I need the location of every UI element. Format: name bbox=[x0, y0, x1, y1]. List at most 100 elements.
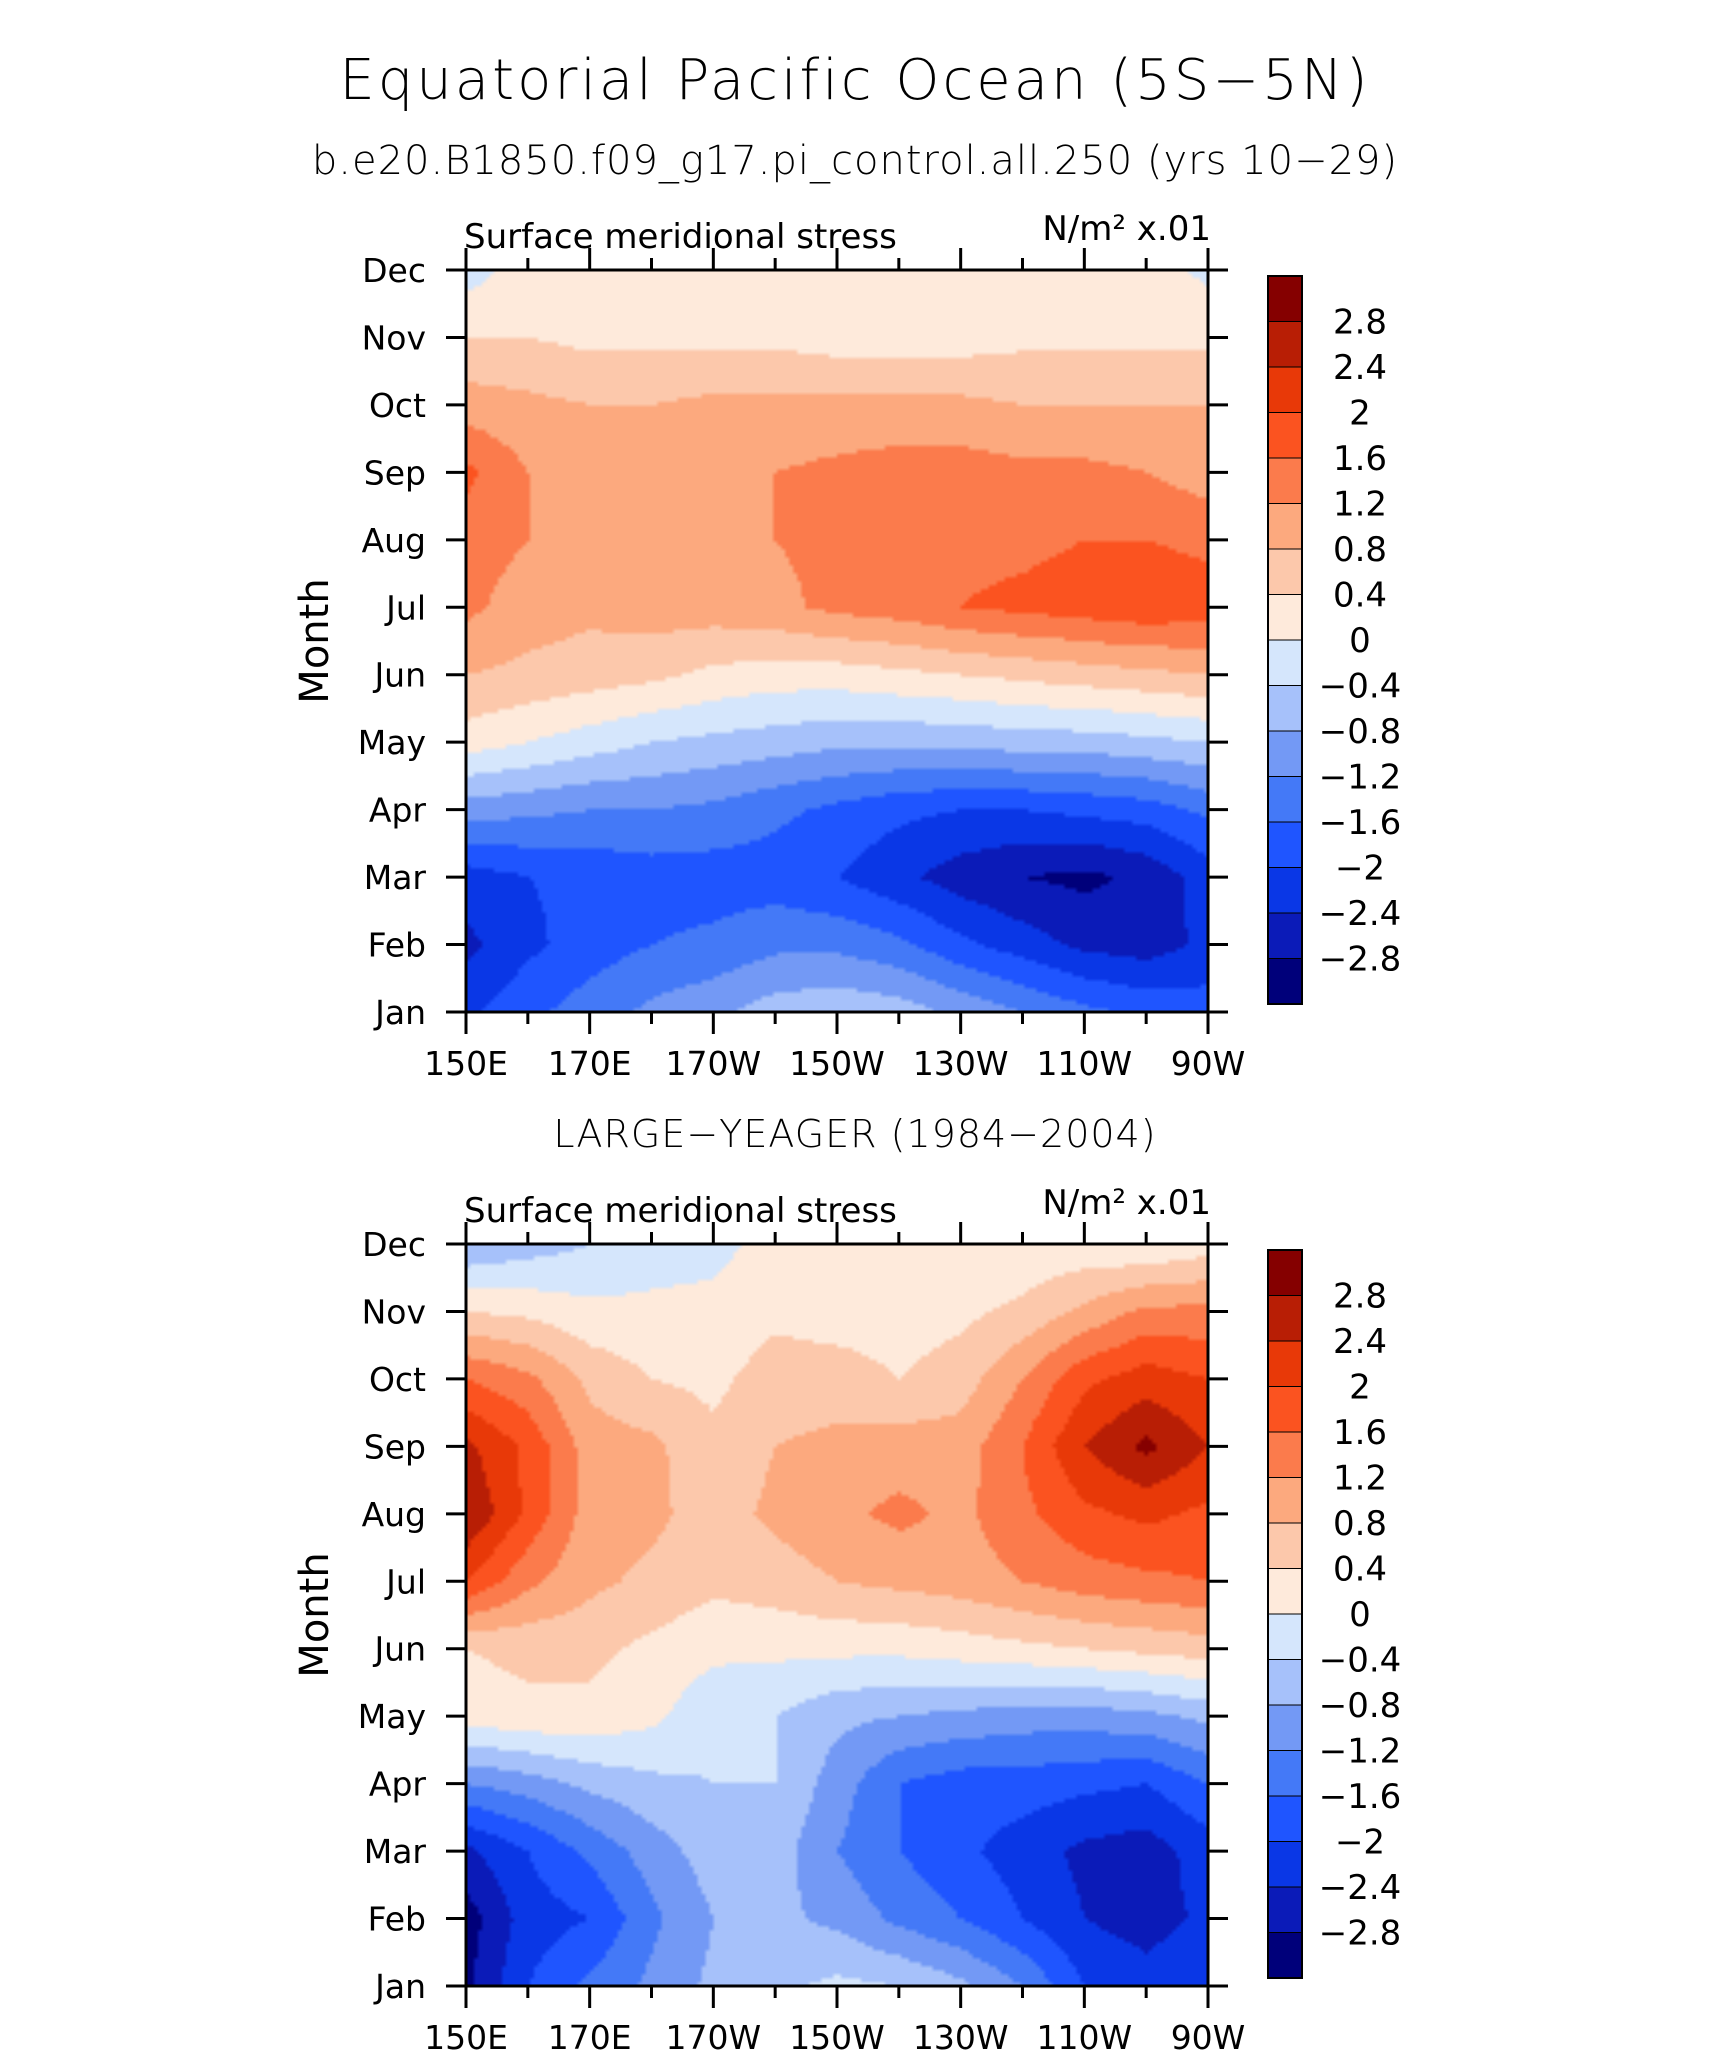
colorbar-label: 0.4 bbox=[1333, 576, 1387, 616]
colorbar-label: 1.2 bbox=[1333, 1459, 1387, 1499]
colorbar-label: −2 bbox=[1335, 1823, 1385, 1863]
colorbar-label: 0 bbox=[1349, 621, 1371, 661]
colorbar-swatch bbox=[1267, 1704, 1303, 1751]
colorbar-swatch bbox=[1267, 548, 1303, 595]
colorbar-label: −0.4 bbox=[1319, 1641, 1402, 1681]
y-tick-label: Feb bbox=[368, 1900, 426, 1939]
colorbar-label: 0.8 bbox=[1333, 1504, 1387, 1544]
colorbar-swatch bbox=[1267, 1295, 1303, 1342]
colorbar-swatch bbox=[1267, 867, 1303, 914]
colorbar-swatch bbox=[1267, 685, 1303, 732]
y-tick-label: Sep bbox=[364, 453, 426, 492]
colorbar-label: −1.6 bbox=[1319, 803, 1402, 843]
colorbar-label: 2.8 bbox=[1333, 1277, 1387, 1317]
colorbar-label: −2.8 bbox=[1319, 1914, 1402, 1954]
y-tick-label: May bbox=[358, 1697, 426, 1736]
colorbar-swatch bbox=[1267, 1659, 1303, 1706]
x-tick-label: 170W bbox=[666, 1044, 762, 1083]
colorbar-swatch bbox=[1267, 776, 1303, 823]
y-tick-label: Mar bbox=[364, 1832, 427, 1871]
colorbar-swatch bbox=[1267, 1477, 1303, 1524]
colorbar-swatch bbox=[1267, 1386, 1303, 1433]
colorbar-label: 2.4 bbox=[1333, 348, 1387, 388]
x-tick-label: 170E bbox=[548, 2018, 632, 2057]
colorbar-swatch bbox=[1267, 1613, 1303, 1660]
colorbar-label: 0 bbox=[1349, 1595, 1371, 1635]
subtitle: b.e20.B1850.f09_g17.pi_control.all.250 (… bbox=[311, 138, 1399, 184]
y-tick-label: Nov bbox=[362, 1292, 426, 1331]
x-tick-label: 90W bbox=[1171, 2018, 1246, 2057]
colorbar-swatch bbox=[1267, 1841, 1303, 1888]
units-label: N/m² x.01 bbox=[1042, 209, 1211, 249]
units-label: N/m² x.01 bbox=[1042, 1183, 1211, 1223]
x-tick-label: 150E bbox=[424, 1044, 508, 1083]
x-tick-label: 110W bbox=[1037, 1044, 1133, 1083]
colorbar-swatch bbox=[1267, 1750, 1303, 1797]
colorbar-label: 2 bbox=[1349, 394, 1371, 434]
y-tick-label: Oct bbox=[369, 1360, 426, 1399]
contour-field bbox=[466, 270, 1208, 1012]
y-tick-label: Apr bbox=[369, 791, 427, 830]
colorbar-swatch bbox=[1267, 275, 1303, 322]
x-tick-label: 90W bbox=[1171, 1044, 1246, 1083]
colorbar-label: 1.6 bbox=[1333, 1413, 1387, 1453]
colorbar-swatch bbox=[1267, 594, 1303, 641]
y-tick-label: Oct bbox=[369, 386, 426, 425]
colorbar-swatch bbox=[1267, 1932, 1303, 1979]
y-tick-label: May bbox=[358, 723, 426, 762]
colorbar-frame bbox=[1267, 275, 1303, 1005]
colorbar-label: −1.6 bbox=[1319, 1777, 1402, 1817]
colorbar-swatch bbox=[1267, 1522, 1303, 1569]
x-tick-label: 170W bbox=[666, 2018, 762, 2057]
y-tick-label: Jan bbox=[373, 1967, 426, 2006]
colorbar-label: 0.8 bbox=[1333, 530, 1387, 570]
x-tick-label: 170E bbox=[548, 1044, 632, 1083]
colorbar-label: −2 bbox=[1335, 849, 1385, 889]
contour-field bbox=[466, 1244, 1208, 1986]
contour-panel-1: Jan Feb Mar Apr May Jun Jul Aug Sep Oct Nov Dec 150E… bbox=[292, 209, 1401, 1083]
colorbar-label: 1.2 bbox=[1333, 485, 1387, 525]
colorbar-label: −2.8 bbox=[1319, 940, 1402, 980]
colorbar-label: −0.8 bbox=[1319, 1686, 1402, 1726]
colorbar-label: −0.4 bbox=[1319, 667, 1402, 707]
colorbar-label: 1.6 bbox=[1333, 439, 1387, 479]
y-tick-label: Dec bbox=[362, 1225, 426, 1264]
colorbar-swatch bbox=[1267, 412, 1303, 459]
colorbar-label: −0.8 bbox=[1319, 712, 1402, 752]
panel-2-title: LARGE−YEAGER (1984−2004) bbox=[553, 1112, 1157, 1156]
colorbar-label: −2.4 bbox=[1319, 1868, 1402, 1908]
colorbar-swatch bbox=[1267, 503, 1303, 550]
y-tick-label: Sep bbox=[364, 1427, 426, 1466]
y-tick-label: Jun bbox=[372, 656, 426, 695]
contour-panel-2: Jan Feb Mar Apr May Jun Jul Aug Sep Oct Nov Dec 150E… bbox=[292, 1183, 1401, 2057]
colorbar-label: −1.2 bbox=[1319, 758, 1402, 798]
y-tick-label: Mar bbox=[364, 858, 427, 897]
colorbar-label: 0.4 bbox=[1333, 1550, 1387, 1590]
x-tick-label: 150W bbox=[789, 1044, 885, 1083]
colorbar-label: −2.4 bbox=[1319, 894, 1402, 934]
colorbar-swatch bbox=[1267, 457, 1303, 504]
colorbar-swatch bbox=[1267, 912, 1303, 959]
y-tick-label: Feb bbox=[368, 926, 426, 965]
variable-label: Surface meridional stress bbox=[464, 1191, 897, 1231]
colorbar-swatch bbox=[1267, 321, 1303, 368]
y-tick-label: Jul bbox=[384, 1562, 426, 1601]
colorbar-frame bbox=[1267, 1249, 1303, 1979]
y-axis-label: Month bbox=[292, 1552, 338, 1677]
colorbar-label: −1.2 bbox=[1319, 1732, 1402, 1772]
y-tick-label: Dec bbox=[362, 251, 426, 290]
y-tick-label: Apr bbox=[369, 1765, 427, 1804]
colorbar-swatch bbox=[1267, 821, 1303, 868]
colorbar-swatch bbox=[1267, 1249, 1303, 1296]
colorbar-swatch bbox=[1267, 1886, 1303, 1933]
y-axis-label: Month bbox=[292, 578, 338, 703]
colorbar-swatch bbox=[1267, 1340, 1303, 1387]
colorbar-swatch bbox=[1267, 1795, 1303, 1842]
colorbar-swatch bbox=[1267, 366, 1303, 413]
x-tick-label: 110W bbox=[1037, 2018, 1133, 2057]
x-tick-label: 150W bbox=[789, 2018, 885, 2057]
colorbar-swatch bbox=[1267, 958, 1303, 1005]
colorbar-label: 2.8 bbox=[1333, 303, 1387, 343]
colorbar-label: 2.4 bbox=[1333, 1322, 1387, 1362]
